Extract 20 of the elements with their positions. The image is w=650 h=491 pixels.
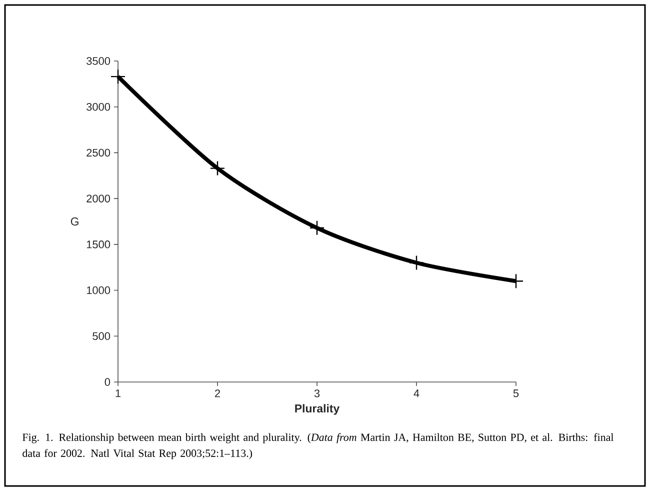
y-tick-label: 2500	[86, 148, 110, 157]
x-tick-label: 3	[314, 390, 320, 398]
x-tick-label: 4	[414, 390, 420, 398]
x-tick-label: 5	[513, 390, 519, 398]
y-tick-label: 2000	[86, 194, 110, 202]
x-axis-title: Plurality	[295, 404, 340, 415]
point	[408, 255, 424, 270]
y-tick-label: 1500	[86, 240, 110, 248]
y-tick-label: 0	[104, 378, 110, 386]
point	[309, 220, 325, 236]
x-tick-label: 1	[116, 390, 121, 398]
y-tick-label: 3000	[86, 102, 110, 111]
y-axis-title: G	[70, 217, 78, 226]
point	[110, 68, 126, 84]
y-tick-label: 500	[92, 332, 110, 340]
y-tick-label: 3500	[86, 57, 110, 65]
x-tick-label: 2	[215, 390, 220, 398]
text: Fig. 1. Relationship between mean birth weight and plurality. (Data from Martin JA, Hamilton BE, Sutton PD, et al. Births: final data for 2002. Natl Vital Stat Rep 2003;52:1–113.)	[22, 433, 614, 460]
y-tick-label: 1000	[86, 286, 110, 294]
point	[210, 160, 226, 176]
